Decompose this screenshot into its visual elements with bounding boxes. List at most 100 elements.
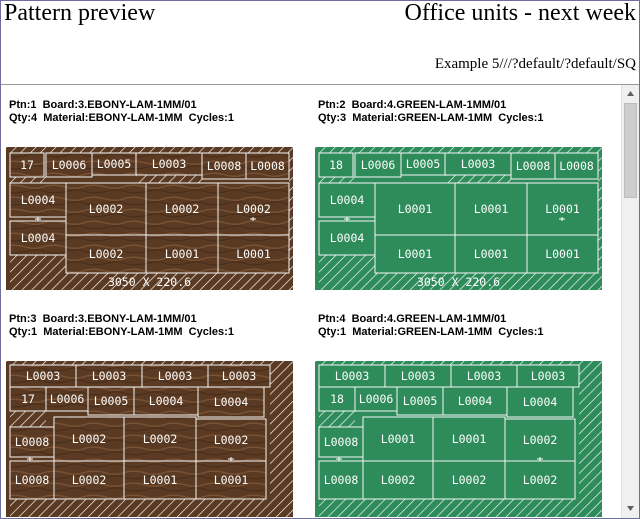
cut-piece[interactable]: L0006 <box>354 152 402 178</box>
cut-piece[interactable]: L0004 <box>318 182 376 218</box>
cut-piece[interactable]: L0004 <box>318 220 376 256</box>
cut-piece[interactable]: L0001 <box>217 234 290 274</box>
cut-piece[interactable]: L0001 <box>145 234 219 274</box>
piece-label: L0002 <box>236 202 271 216</box>
cut-piece[interactable]: L0001 <box>526 234 599 274</box>
cut-piece[interactable]: L0002 <box>53 460 125 500</box>
piece-label: L0002 <box>72 473 107 487</box>
cut-piece[interactable]: L0008 <box>245 152 290 180</box>
piece-label: L0003 <box>467 369 502 383</box>
cut-piece[interactable]: L0003 <box>141 364 209 388</box>
cut-piece[interactable]: L0008 <box>9 460 55 500</box>
pattern-panel-4: Ptn:4 Board:4.GREEN-LAM-1MM/01 Qty:1 Mat… <box>318 313 544 339</box>
cut-piece[interactable]: L0002 <box>432 460 506 500</box>
vertical-scrollbar[interactable] <box>621 85 639 518</box>
cut-piece[interactable]: L0001 <box>123 460 197 500</box>
cut-piece[interactable]: L0008 <box>9 426 55 458</box>
cut-piece[interactable]: L0002 <box>195 418 267 462</box>
cut-piece[interactable]: L0005 <box>91 152 137 176</box>
cut-piece[interactable]: L0001 <box>454 234 528 274</box>
cut-piece[interactable]: 17 <box>9 386 47 412</box>
piece-label: L0001 <box>545 247 580 261</box>
cut-piece[interactable]: L0004 <box>9 182 67 218</box>
scroll-down-button[interactable] <box>622 500 639 517</box>
board-diagram-4[interactable]: L0003 L0003 L0003 L0003 18 L0006 L0005 L0004 L00… <box>315 361 602 517</box>
cut-piece[interactable]: L0003 <box>516 364 580 388</box>
piece-label: L0004 <box>330 193 365 207</box>
cut-piece[interactable]: L0008 <box>318 460 364 500</box>
cut-piece[interactable]: L0003 <box>207 364 271 388</box>
waste-area <box>579 365 602 517</box>
header-divider <box>1 84 639 85</box>
cut-piece[interactable]: L0006 <box>45 386 89 412</box>
cut-piece[interactable]: L0001 <box>195 460 267 500</box>
cut-piece[interactable]: L0001 <box>374 234 456 274</box>
cut-piece[interactable]: L0005 <box>396 386 444 416</box>
cut-piece[interactable]: L0002 <box>362 460 434 500</box>
cut-piece[interactable]: L0001 <box>526 182 599 236</box>
cut-piece[interactable]: L0008 <box>201 152 247 180</box>
cut-piece[interactable]: L0003 <box>75 364 143 388</box>
cut-piece[interactable]: L0002 <box>504 460 576 500</box>
cut-piece[interactable]: L0008 <box>554 152 599 180</box>
cut-piece[interactable]: L0004 <box>506 386 574 418</box>
piece-label: L0004 <box>214 395 249 409</box>
piece-label: L0008 <box>559 159 594 173</box>
cut-piece[interactable]: L0001 <box>374 182 456 236</box>
cut-piece[interactable]: L0008 <box>318 426 364 458</box>
waste-area <box>319 499 579 517</box>
cut-piece[interactable]: L0003 <box>318 364 386 388</box>
cut-piece[interactable]: L0004 <box>442 386 508 416</box>
piece-label: L0004 <box>330 231 365 245</box>
cut-piece[interactable]: 18 <box>318 386 356 412</box>
scroll-up-button[interactable] <box>622 85 639 102</box>
cut-piece[interactable]: L0006 <box>354 386 398 412</box>
board-diagram-3[interactable]: L0003 L0003 L0003 L0003 17 L0006 L0005 L0004 L00… <box>6 361 293 517</box>
pattern-list[interactable]: Ptn:1 Board:3.EBONY-LAM-1MM/01 Qty:4 Mat… <box>1 85 621 517</box>
cut-piece[interactable]: L0002 <box>123 416 197 462</box>
waste-area <box>10 273 289 290</box>
piece-label: L0008 <box>15 435 50 449</box>
piece-label: L0002 <box>381 473 416 487</box>
cut-piece[interactable]: L0004 <box>9 220 67 256</box>
pattern-info-line2: Qty:3 Material:GREEN-LAM-1MM Cycles:1 <box>318 112 544 124</box>
cut-piece[interactable]: L0005 <box>400 152 446 176</box>
cut-piece[interactable]: L0003 <box>135 152 203 176</box>
waste-area <box>10 411 46 427</box>
cut-piece[interactable]: L0002 <box>217 182 290 236</box>
piece-label: L0005 <box>94 394 129 408</box>
waste-area <box>10 177 46 183</box>
cut-piece[interactable]: L0002 <box>145 182 219 236</box>
cut-piece[interactable]: L0004 <box>133 386 199 416</box>
piece-label: L0001 <box>381 432 416 446</box>
piece-label: L0003 <box>401 369 436 383</box>
cut-piece[interactable]: L0002 <box>65 234 147 274</box>
cut-piece[interactable]: L0004 <box>197 386 265 418</box>
cut-piece[interactable]: L0001 <box>362 416 434 462</box>
waste-area <box>136 175 202 183</box>
board-diagram-2[interactable]: 18 L0006 L0005 L0003 L0008 L0008 L0004 L0001 L00… <box>315 147 602 290</box>
cut-piece[interactable]: L0003 <box>384 364 452 388</box>
piece-label: L0003 <box>158 369 193 383</box>
cut-piece[interactable]: L0002 <box>504 418 576 462</box>
job-subtitle: Example 5///?default/?default/SQ <box>434 56 636 72</box>
cut-piece[interactable]: L0003 <box>450 364 518 388</box>
cut-piece[interactable]: L0005 <box>87 386 135 416</box>
board-dimension-label: 3050 X 220.6 <box>108 275 191 289</box>
cut-piece[interactable]: L0001 <box>454 182 528 236</box>
cut-piece[interactable]: L0001 <box>432 416 506 462</box>
scroll-thumb[interactable] <box>624 103 637 198</box>
board-diagram-1[interactable]: 17 L0006 L0005 L0003 L0008 L0008 L0004 L0002 L00… <box>6 147 293 290</box>
piece-label: L0002 <box>72 432 107 446</box>
piece-label: L0004 <box>21 193 56 207</box>
cut-piece[interactable]: 18 <box>318 152 354 178</box>
waste-area <box>319 177 355 183</box>
cut-piece[interactable]: 17 <box>9 152 45 178</box>
cut-piece[interactable]: L0003 <box>444 152 512 176</box>
piece-label: L0006 <box>52 158 87 172</box>
cut-piece[interactable]: L0006 <box>45 152 93 178</box>
cut-piece[interactable]: L0003 <box>9 364 77 388</box>
cut-piece[interactable]: L0008 <box>510 152 556 180</box>
cut-piece[interactable]: L0002 <box>65 182 147 236</box>
cut-piece[interactable]: L0002 <box>53 416 125 462</box>
